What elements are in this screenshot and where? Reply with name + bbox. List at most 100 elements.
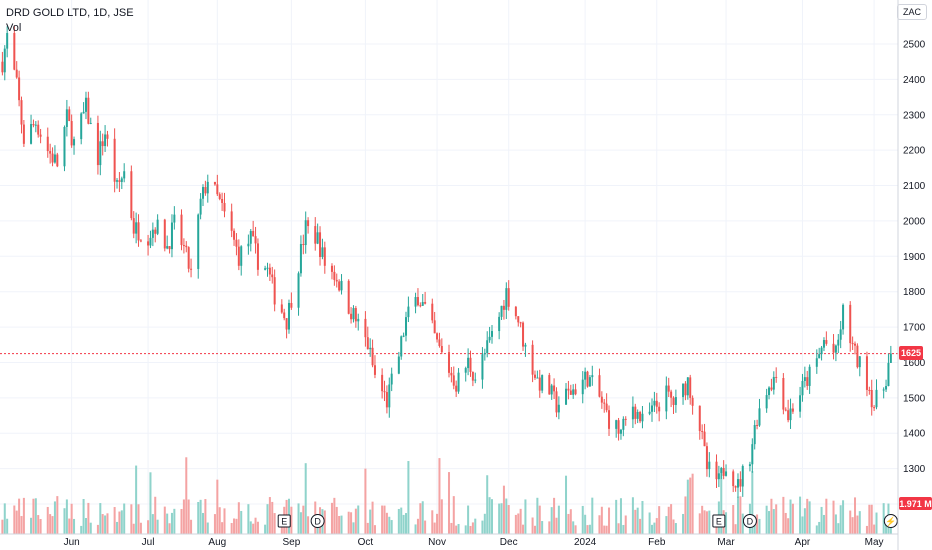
- candle-body: [517, 316, 520, 323]
- candle-body: [653, 400, 656, 406]
- candle-body: [753, 425, 756, 445]
- volume-bar: [357, 505, 360, 534]
- volume-bar: [572, 521, 575, 534]
- candle-body: [49, 151, 52, 154]
- x-tick-label: Sep: [282, 537, 300, 548]
- volume-bar: [865, 525, 868, 534]
- volume-bar: [665, 516, 668, 534]
- volume-bar: [791, 503, 794, 534]
- volume-bar: [397, 508, 400, 534]
- candle-body: [822, 340, 825, 348]
- candle-body: [837, 339, 840, 346]
- volume-bar: [405, 513, 408, 534]
- candle-body: [433, 320, 436, 334]
- volume-bar: [233, 518, 236, 534]
- volume-bar: [185, 457, 188, 534]
- candle-body: [834, 345, 837, 353]
- candle-body: [536, 377, 539, 379]
- candle-body: [400, 336, 403, 357]
- candle-body: [856, 345, 859, 368]
- volume-bar: [366, 522, 369, 534]
- candle-body: [854, 343, 857, 346]
- volume-bar: [34, 498, 37, 534]
- volume-bars: [1, 457, 892, 534]
- volume-bar: [151, 514, 154, 534]
- volume-bar: [505, 498, 508, 534]
- volume-bar: [49, 514, 52, 534]
- volume-bar: [99, 503, 102, 534]
- volume-bar: [822, 514, 825, 534]
- candle-body: [851, 343, 854, 345]
- candle-body: [436, 333, 439, 340]
- candle-body: [201, 187, 205, 199]
- volume-bar: [736, 496, 739, 534]
- candle-body: [842, 304, 845, 330]
- volume-bar: [154, 496, 157, 534]
- svg-text:D: D: [314, 517, 321, 527]
- volume-bar: [96, 524, 99, 534]
- volume-bar: [20, 516, 23, 534]
- candle-body: [873, 407, 876, 409]
- x-tick-label: Apr: [795, 537, 811, 548]
- volume-bar: [725, 512, 728, 534]
- candle-body: [187, 247, 190, 269]
- volume-bar: [555, 517, 558, 534]
- volume-bar: [438, 458, 441, 534]
- candle-body: [467, 357, 470, 369]
- volume-bar: [834, 514, 837, 534]
- volume-bar: [433, 522, 436, 534]
- candle-body: [206, 181, 209, 194]
- volume-bar: [856, 515, 859, 534]
- candle-body: [53, 154, 56, 163]
- volume-bar: [818, 521, 821, 534]
- candle-body: [820, 347, 823, 355]
- candle-body: [758, 408, 761, 426]
- event-marker-earnings[interactable]: E: [712, 514, 726, 528]
- event-marker-dividend[interactable]: D: [742, 514, 757, 528]
- volume-bar: [837, 523, 840, 534]
- candle-body: [56, 154, 59, 167]
- volume-bar: [586, 525, 589, 534]
- volume-bar: [739, 496, 742, 534]
- volume-bar: [868, 504, 871, 534]
- candle-body: [588, 377, 591, 387]
- volume-bar: [531, 517, 534, 534]
- candle-body: [751, 444, 754, 465]
- volume-bar: [600, 506, 603, 534]
- volume-bar: [641, 500, 644, 534]
- y-tick-label: 2200: [903, 146, 926, 157]
- candle-body: [30, 124, 33, 144]
- event-markers[interactable]: E D E D ⚡: [277, 514, 898, 528]
- volume-bar: [770, 498, 773, 534]
- candle-body: [507, 288, 510, 307]
- event-marker-dividend[interactable]: D: [310, 514, 325, 528]
- event-marker-news[interactable]: ⚡: [883, 514, 898, 528]
- y-tick-label: 2100: [903, 181, 926, 192]
- candle-body: [806, 377, 809, 386]
- volume-bar: [106, 513, 109, 534]
- candle-body: [147, 241, 150, 246]
- candle-body: [204, 187, 207, 194]
- candle-body: [381, 374, 384, 392]
- volume-bar: [622, 524, 625, 534]
- candle-body: [199, 198, 202, 215]
- candle-body: [118, 180, 121, 182]
- volume-bar: [37, 515, 40, 534]
- candle-body: [447, 352, 451, 373]
- volume-bar: [483, 513, 486, 534]
- candle-body: [522, 322, 525, 347]
- event-marker-earnings[interactable]: E: [277, 514, 291, 528]
- volume-bar: [653, 522, 656, 534]
- volume-bar: [338, 515, 341, 534]
- candle-body: [39, 134, 42, 137]
- volume-bar: [870, 504, 873, 534]
- x-tick-label: Nov: [428, 537, 446, 548]
- volume-bar: [132, 523, 135, 534]
- candle-body: [63, 126, 66, 167]
- volume-bar: [252, 523, 255, 534]
- candle-body: [591, 375, 594, 378]
- currency-button[interactable]: ZAC: [897, 4, 927, 20]
- candle-body: [397, 356, 400, 374]
- candle-body: [455, 385, 458, 392]
